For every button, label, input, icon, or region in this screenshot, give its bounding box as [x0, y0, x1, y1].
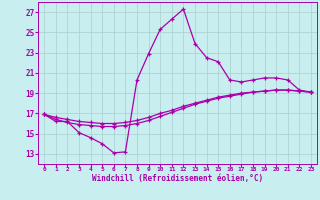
X-axis label: Windchill (Refroidissement éolien,°C): Windchill (Refroidissement éolien,°C)	[92, 174, 263, 183]
